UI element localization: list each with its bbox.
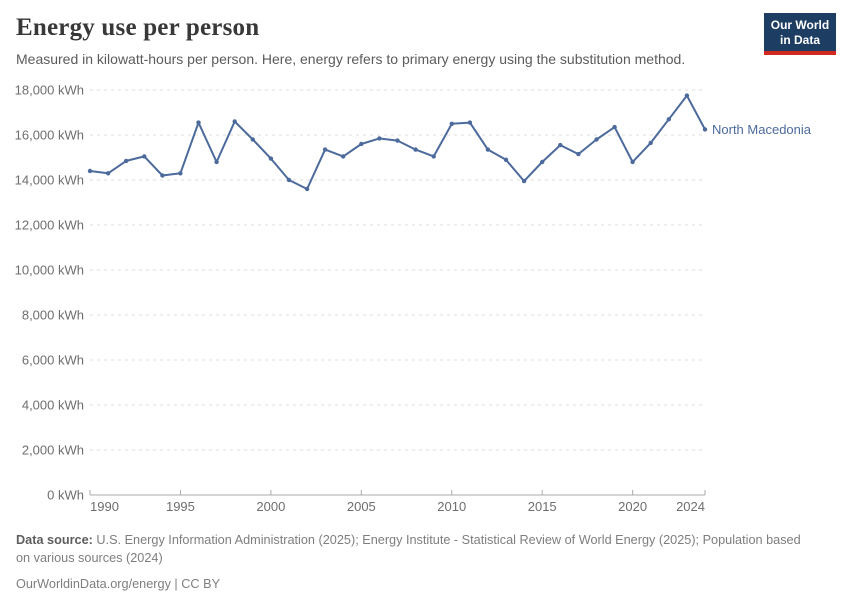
data-point[interactable]: [124, 158, 129, 164]
x-axis-tick-label: 2000: [256, 499, 285, 514]
y-axis-tick-label: 0 kWh: [47, 488, 84, 503]
series-end-label: North Macedonia: [712, 122, 812, 137]
data-point[interactable]: [341, 154, 346, 159]
data-point[interactable]: [503, 157, 509, 162]
data-point[interactable]: [540, 159, 545, 165]
data-point[interactable]: [666, 117, 671, 122]
data-point[interactable]: [576, 151, 581, 157]
page-title: Energy use per person: [16, 14, 260, 41]
y-axis-tick-label: 16,000 kWh: [15, 128, 84, 143]
data-point[interactable]: [178, 171, 183, 176]
data-point[interactable]: [449, 121, 454, 127]
y-axis-tick-label: 4,000 kWh: [22, 398, 84, 413]
x-axis-tick-label: 2015: [528, 499, 557, 514]
y-axis-tick-label: 12,000 kWh: [15, 218, 84, 233]
data-point[interactable]: [431, 154, 436, 159]
data-point[interactable]: [521, 178, 527, 184]
data-source-text: U.S. Energy Information Administration (…: [16, 533, 801, 566]
y-axis-tick-label: 6,000 kWh: [22, 353, 84, 368]
data-point[interactable]: [286, 177, 292, 183]
chart-footer: Data source: U.S. Energy Information Adm…: [16, 531, 816, 593]
data-source-line: Data source: U.S. Energy Information Adm…: [16, 531, 816, 568]
y-axis-tick-label: 8,000 kWh: [22, 308, 84, 323]
data-point[interactable]: [467, 120, 473, 125]
x-axis-tick-label: 2010: [437, 499, 466, 514]
data-point[interactable]: [304, 186, 310, 192]
license-line[interactable]: OurWorldinData.org/energy | CC BY: [16, 576, 221, 591]
data-point[interactable]: [87, 168, 93, 174]
data-point[interactable]: [702, 127, 708, 132]
y-axis-tick-label: 14,000 kWh: [15, 173, 84, 188]
data-point[interactable]: [232, 119, 237, 124]
y-axis-tick-label: 10,000 kWh: [15, 263, 84, 278]
data-point[interactable]: [648, 140, 653, 146]
data-point[interactable]: [142, 154, 147, 159]
data-point[interactable]: [413, 147, 418, 152]
data-point[interactable]: [594, 137, 599, 142]
data-source-label: Data source:: [16, 533, 93, 547]
data-point[interactable]: [250, 137, 255, 142]
data-point[interactable]: [684, 93, 690, 98]
x-axis-tick-label: 2024: [676, 499, 705, 514]
data-point[interactable]: [160, 173, 165, 178]
y-axis-tick-label: 18,000 kWh: [15, 83, 84, 98]
data-point[interactable]: [268, 156, 274, 161]
y-axis-tick-label: 2,000 kWh: [22, 443, 84, 458]
owid-logo-line2: in Data: [779, 32, 820, 47]
data-point[interactable]: [558, 142, 563, 148]
data-point[interactable]: [485, 147, 491, 152]
data-point[interactable]: [322, 147, 328, 152]
owid-logo-line1: Our World: [770, 18, 830, 32]
data-point[interactable]: [105, 171, 111, 176]
line-chart[interactable]: 0 kWh 2,000 kWh 4,000 kWh 6,000 kWh 8,000 kW…: [0, 0, 850, 522]
data-point[interactable]: [377, 136, 382, 141]
data-point[interactable]: [196, 120, 201, 125]
owid-logo: Our World in Data: [764, 13, 836, 56]
x-axis-tick-label: 1995: [166, 499, 195, 514]
data-point[interactable]: [630, 159, 635, 165]
data-point[interactable]: [359, 141, 364, 147]
data-point[interactable]: [612, 124, 617, 130]
x-axis-tick-label: 2020: [618, 499, 647, 514]
x-axis-tick-label: 2005: [347, 499, 376, 514]
x-axis-tick-label: 1990: [90, 499, 119, 514]
data-point[interactable]: [395, 138, 400, 143]
data-point[interactable]: [214, 159, 219, 165]
chart-subtitle: Measured in kilowatt-hours per person. H…: [16, 51, 686, 67]
